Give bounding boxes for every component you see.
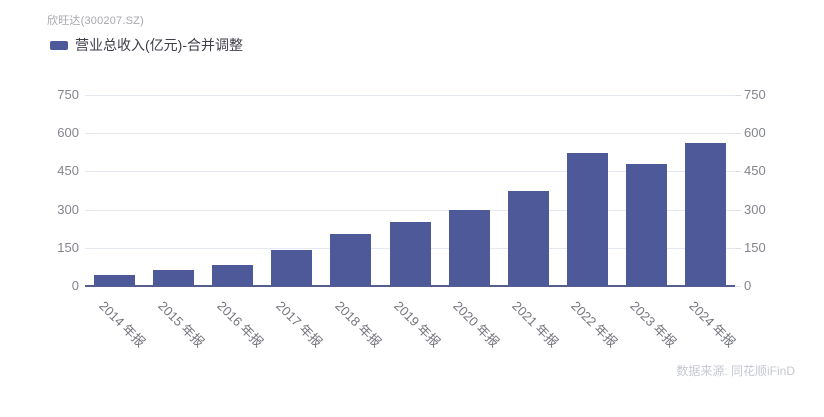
- bar-2015年报[interactable]: [153, 269, 195, 286]
- y-tick-label-left-300: 300: [57, 201, 79, 217]
- x-axis: 2014 年报 2015 年报 2016 年报 2017 年报 2018 年报 2019 …: [85, 286, 739, 376]
- y-axis-right-tick-300: [735, 209, 741, 211]
- gridline-750: [85, 95, 735, 96]
- legend-label: 营业总收入(亿元)-合并调整: [75, 37, 243, 53]
- y-axis-left: 0 150 300 450 600 750: [0, 87, 79, 293]
- legend-swatch-icon: [50, 40, 68, 50]
- gridline-300: [85, 209, 735, 211]
- bar-2023年报[interactable]: [625, 164, 667, 286]
- gridline-600: [85, 133, 735, 135]
- bar-2022年报[interactable]: [566, 153, 608, 286]
- y-axis-right-tick-750: [735, 95, 741, 96]
- x-tick-label-2016年报: 2016 年报: [213, 298, 266, 351]
- y-tick-label-left-0: 0: [71, 278, 79, 293]
- x-tick-label-2017年报: 2017 年报: [273, 298, 326, 351]
- bar-2024年报[interactable]: [684, 143, 726, 286]
- bar-2021年报[interactable]: [507, 190, 549, 286]
- x-axis-line: [85, 285, 735, 287]
- y-axis-right-tick-0: [735, 286, 741, 287]
- legend-item-revenue[interactable]: 营业总收入(亿元)-合并调整: [50, 35, 243, 55]
- x-tick-label-2014年报: 2014 年报: [95, 298, 148, 351]
- x-tick-label-2018年报: 2018 年报: [332, 298, 385, 351]
- y-tick-label-left-600: 600: [57, 125, 79, 141]
- x-tick-label-2020年报: 2020 年报: [450, 298, 503, 351]
- x-tick-label-2015年报: 2015 年报: [154, 298, 207, 351]
- gridline-450: [85, 171, 735, 173]
- y-tick-label-right-750: 750: [744, 87, 766, 102]
- x-tick-label-2022年报: 2022 年报: [568, 298, 621, 351]
- y-tick-label-left-450: 450: [57, 163, 79, 179]
- y-tick-label-right-150: 150: [744, 239, 766, 255]
- x-tick-label-2021年报: 2021 年报: [509, 298, 562, 351]
- y-axis-right-tick-450: [735, 171, 741, 173]
- y-tick-label-right-300: 300: [744, 201, 766, 217]
- bar-2018年报[interactable]: [330, 234, 372, 286]
- bar-2020年报[interactable]: [448, 210, 490, 286]
- bar-2017年报[interactable]: [271, 250, 313, 286]
- y-tick-label-left-750: 750: [57, 87, 79, 102]
- y-tick-label-right-0: 0: [744, 278, 752, 293]
- chart-title: 欣旺达(300207.SZ): [47, 15, 144, 27]
- y-tick-label-right-450: 450: [744, 163, 766, 179]
- bar-2019年报[interactable]: [389, 221, 431, 286]
- bar-2014年报[interactable]: [94, 275, 136, 286]
- y-axis-right-tick-600: [735, 133, 741, 135]
- x-tick-label-2024年报: 2024 年报: [686, 298, 739, 351]
- y-tick-label-right-600: 600: [744, 125, 766, 141]
- plot-area: [85, 95, 741, 287]
- x-tick-label-2023年报: 2023 年报: [627, 298, 680, 351]
- x-tick-label-2019年报: 2019 年报: [391, 298, 444, 351]
- y-axis-right-tick-150: [735, 247, 741, 249]
- bar-2016年报[interactable]: [212, 265, 254, 286]
- data-source-note: 数据来源: 同花顺iFinD: [676, 364, 795, 378]
- y-axis-right: 0 150 300 450 600 750: [744, 87, 804, 293]
- y-tick-label-left-150: 150: [57, 239, 79, 255]
